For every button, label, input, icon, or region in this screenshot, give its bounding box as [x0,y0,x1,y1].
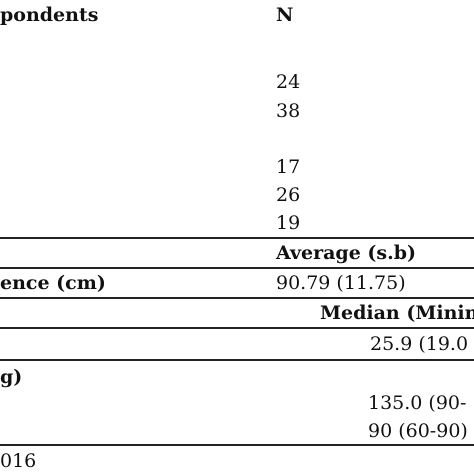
rule [0,359,474,361]
row-label: g) [0,366,23,388]
column-header: Median (Minim [320,302,474,324]
column-header: N [276,4,294,26]
rule [0,297,474,299]
footnote: 016 [0,450,37,472]
cell: 135.0 (90- [368,392,467,414]
rule [0,237,474,239]
cell: 26 [276,184,301,206]
cell: 25.9 (19.0 [370,333,469,355]
cell: 90.79 (11.75) [276,272,406,294]
cell: 17 [276,156,301,178]
rule [0,327,474,329]
cell: 90 (60-90) [368,420,468,442]
row-label: ence (cm) [0,272,106,294]
rule [0,267,474,269]
cell: 24 [276,71,301,93]
rule [0,444,474,446]
column-header: pondents [0,4,99,26]
cell: 38 [276,100,301,122]
column-header: Average (s.b) [276,242,416,264]
cell: 19 [276,212,301,234]
